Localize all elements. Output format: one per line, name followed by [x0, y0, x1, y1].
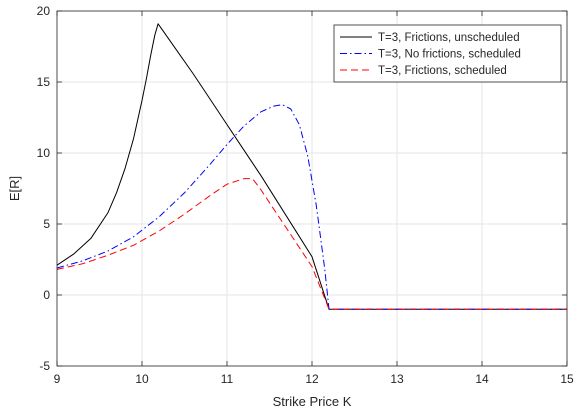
y-axis-label: E[R]	[7, 176, 22, 201]
x-tick-label: 12	[305, 372, 319, 386]
legend-label-2: T=3, No frictions, scheduled	[378, 49, 521, 61]
series-group	[56, 23, 567, 310]
y-tick-label: 5	[43, 217, 50, 231]
x-tick-label: 13	[390, 372, 404, 386]
x-tick-label: 15	[560, 372, 574, 386]
y-tick-label: -5	[39, 359, 50, 373]
x-tick-label: 10	[135, 372, 149, 386]
legend-label-1: T=3, Frictions, unscheduled	[378, 32, 520, 44]
x-axis-label: Strike Price K	[273, 394, 352, 409]
x-tick-labels: 9 10 11 12 13 14 15	[54, 372, 574, 386]
series-line-3	[56, 178, 567, 310]
y-tick-label: 15	[37, 75, 51, 89]
legend: T=3, Frictions, unscheduled T=3, No frict…	[333, 24, 562, 83]
axis-ticks	[56, 10, 568, 367]
series-line-1	[56, 23, 567, 310]
x-tick-label: 14	[475, 372, 489, 386]
y-tick-labels: -5 0 5 10 15 20	[37, 4, 51, 373]
y-tick-label: 10	[37, 146, 51, 160]
x-tick-label: 9	[54, 372, 61, 386]
x-tick-label: 11	[221, 372, 234, 386]
legend-label-3: T=3, Frictions, scheduled	[378, 65, 507, 77]
y-tick-label: 0	[43, 288, 50, 302]
y-tick-label: 20	[37, 4, 51, 18]
